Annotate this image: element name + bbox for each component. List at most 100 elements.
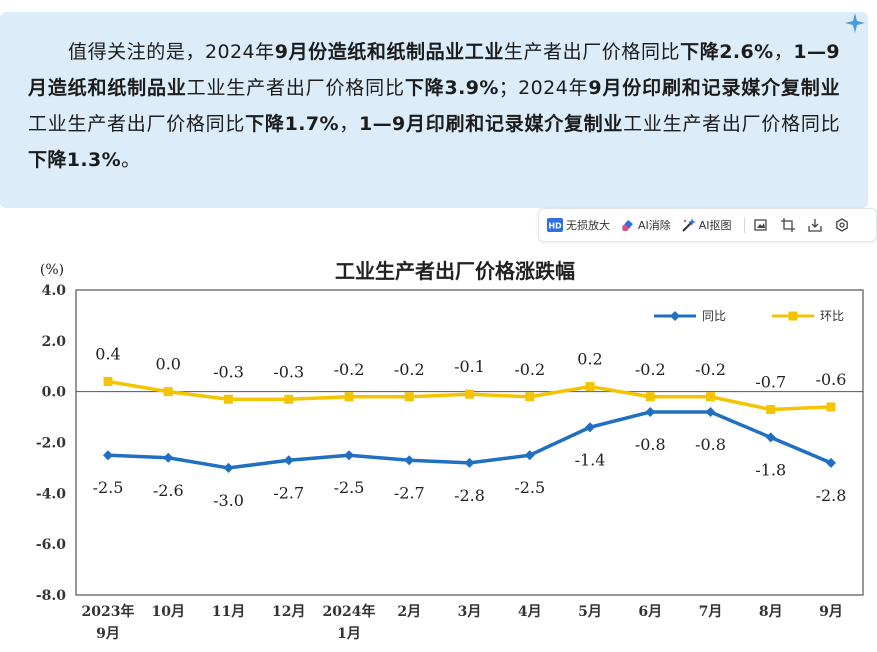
yoy-point [103, 450, 113, 461]
note-segment: 下降1.3% [28, 149, 122, 171]
yoy-point [524, 450, 535, 461]
mom-point [826, 402, 836, 412]
x-tick-label: 11月 [212, 604, 245, 620]
x-tick-label: 8月 [759, 604, 783, 620]
y-axis-unit: (%) [40, 262, 64, 278]
chart-legend: 同比 环比 [654, 309, 844, 323]
note-segment: 1—9月印刷和记录媒介复制业 [359, 113, 624, 135]
mom-point [766, 404, 776, 414]
yoy-data-label: -0.8 [695, 435, 726, 454]
x-tick-label: 9月 [96, 626, 120, 642]
mom-point [103, 377, 113, 386]
x-tick-label: 6月 [638, 604, 662, 620]
yoy-data-label: -2.7 [394, 483, 425, 502]
legend-marker [788, 311, 798, 321]
plot-area-frame [75, 289, 864, 596]
yoy-data-label: -2.5 [334, 478, 365, 497]
note-paragraph: 值得关注的是，2024年9月份造纸和纸制品业工业生产者出厂价格同比下降2.6%，… [28, 34, 840, 178]
yoy-point [464, 457, 475, 468]
note-segment: 下降3.9% [404, 77, 499, 99]
mom-data-label: -0.1 [454, 357, 485, 376]
note-segment: ， [773, 41, 794, 63]
note-segment: ， [338, 113, 360, 135]
mom-data-label: -0.7 [755, 372, 786, 391]
yoy-data-label: -3.0 [213, 491, 244, 510]
note-segment: 。 [121, 149, 141, 171]
toolbar-divider [743, 217, 745, 233]
note-segment: 1—9月造纸和纸制品业 [28, 41, 840, 99]
mom-data-label: -0.2 [394, 360, 425, 379]
image-toolbar: HD 无损放大 AI消除 AI抠图 [538, 208, 877, 242]
x-tick-label: 1月 [337, 626, 361, 642]
ai-cutout-button[interactable]: AI抠图 [681, 217, 732, 233]
note-segment: 9月份印刷和记录媒介复制业 [588, 77, 841, 99]
yoy-data-label: -2.8 [454, 486, 485, 505]
chart-title: 工业生产者出厂价格涨跌幅 [335, 259, 575, 283]
mom-point [404, 392, 414, 402]
x-tick-label: 7月 [699, 604, 723, 620]
x-tick-label: 3月 [458, 604, 482, 620]
mom-data-label: -0.3 [273, 362, 304, 381]
mom-data-label: 0.4 [95, 345, 120, 364]
magic-wand-icon [682, 218, 696, 232]
note-segment: ；2024年 [498, 77, 589, 99]
note-segment: 9月份造纸和纸制品业工业 [274, 41, 504, 63]
yoy-data-label: -2.8 [816, 486, 847, 505]
yoy-point [404, 455, 415, 466]
mom-point [465, 389, 474, 399]
yoy-point [163, 452, 174, 463]
y-tick-label: 0.0 [42, 385, 67, 401]
legend-marker [670, 311, 680, 321]
yoy-point [283, 455, 294, 466]
hd-icon: HD [547, 218, 563, 232]
mom-point [284, 394, 294, 404]
x-tick-label: 10月 [152, 604, 185, 620]
lossless-zoom-label: 无损放大 [566, 219, 610, 232]
yoy-data-label: -1.4 [575, 450, 606, 469]
mom-data-label: -0.2 [635, 360, 666, 379]
yoy-data-label: -2.6 [153, 481, 184, 500]
mom-point [706, 392, 715, 402]
note-segment: 下降2.6% [680, 41, 774, 63]
note-segment: 生产者出厂价格同比 [503, 41, 681, 63]
yoy-data-label: -2.5 [93, 478, 124, 497]
edit-image-icon[interactable] [753, 217, 769, 233]
yoy-point [826, 457, 836, 468]
mom-point [344, 392, 354, 402]
yoy-point [344, 450, 354, 461]
x-tick-label: 2024年 [323, 603, 376, 620]
x-tick-label: 2月 [397, 604, 421, 620]
legend-label: 环比 [820, 309, 844, 323]
y-tick-label: 2.0 [42, 334, 67, 350]
mom-point [525, 392, 535, 402]
ai-cutout-label: AI抠图 [698, 219, 732, 232]
yoy-point [645, 407, 656, 417]
y-tick-label: -8.0 [36, 588, 66, 604]
settings-icon[interactable] [834, 217, 850, 233]
mom-data-label: -0.2 [514, 360, 545, 379]
note-box: 值得关注的是，2024年9月份造纸和纸制品业工业生产者出厂价格同比下降2.6%，… [0, 12, 868, 208]
yoy-data-label: -0.8 [635, 435, 666, 454]
mom-data-label: -0.3 [213, 362, 244, 381]
yoy-point [765, 432, 776, 443]
mom-point [585, 382, 595, 392]
lossless-zoom-button[interactable]: HD 无损放大 [547, 217, 610, 233]
x-tick-label: 9月 [819, 604, 843, 620]
mom-data-label: 0.0 [156, 355, 181, 374]
x-tick-label: 5月 [578, 604, 602, 620]
y-tick-label: -2.0 [36, 436, 66, 452]
price-change-chart: 工业生产者出厂价格涨跌幅 (%) 4.0 2.0 0.0 -2.0 -4.0 -6.0 -8… [36, 259, 864, 642]
yoy-data-label: -2.5 [514, 478, 545, 497]
ai-erase-label: AI消除 [638, 219, 671, 232]
mom-point [163, 387, 173, 397]
mom-data-label: -0.2 [695, 360, 726, 379]
ai-erase-button[interactable]: AI消除 [620, 217, 671, 233]
note-segment: 下降1.7% [245, 113, 339, 135]
y-axis-ticks: 4.0 2.0 0.0 -2.0 -4.0 -6.0 -8.0 [36, 283, 66, 604]
download-icon[interactable] [807, 217, 823, 233]
x-axis-labels: 2023年 9月 10月 11月 12月 2024年 1月 2月 3月 4月 5月 6月 7月 8月 9月 [82, 603, 843, 642]
yoy-point [585, 422, 595, 433]
series-layer: -2.5 -2.6 -3.0 -2.7 -2.5 -2.7 -2.8 -2.5 -1.4 -0.8… [93, 345, 847, 510]
crop-icon[interactable] [780, 217, 796, 233]
mom-data-label: -0.2 [334, 360, 365, 379]
